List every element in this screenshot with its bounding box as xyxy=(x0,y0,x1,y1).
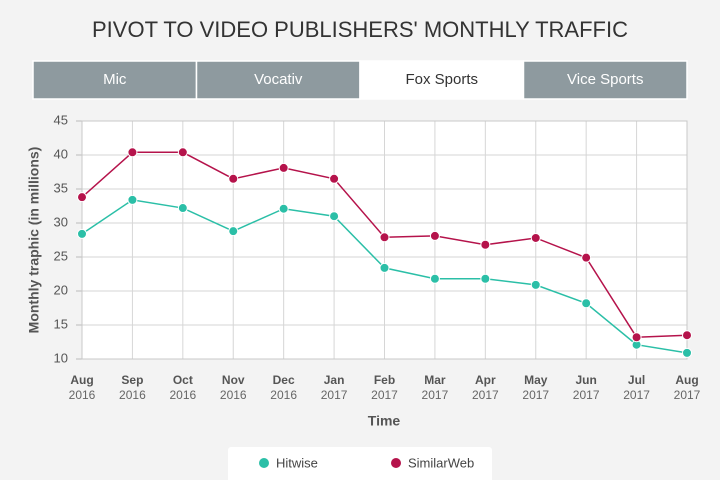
x-tick-label: Feb 2017 xyxy=(371,373,398,402)
data-point xyxy=(379,232,390,243)
data-point xyxy=(581,298,592,309)
data-point xyxy=(77,228,87,239)
tab-label[interactable]: Vice Sports xyxy=(567,71,643,88)
y-tick-label: 30 xyxy=(54,214,68,229)
data-point xyxy=(278,162,289,173)
data-point xyxy=(631,332,642,343)
x-tick-label: Jul 2017 xyxy=(623,373,650,402)
data-point xyxy=(682,347,692,358)
y-tick-label: 15 xyxy=(54,316,68,331)
y-tick-label: 20 xyxy=(54,282,68,297)
y-tick-label: 45 xyxy=(54,112,68,127)
legend-marker xyxy=(391,458,401,468)
x-tick-label: Jan 2017 xyxy=(320,373,348,402)
x-tick-label: Dec 2016 xyxy=(270,373,297,402)
data-point xyxy=(127,194,138,205)
data-point xyxy=(329,211,340,222)
tab[interactable] xyxy=(359,60,525,100)
data-point xyxy=(429,273,440,284)
x-tick-label: Apr 2017 xyxy=(471,373,499,402)
data-point xyxy=(379,262,390,273)
plot-border xyxy=(81,120,688,360)
y-tick-label: 25 xyxy=(54,248,68,263)
data-point xyxy=(77,192,87,203)
x-tick-label: Aug 2017 xyxy=(673,373,701,402)
legend-label: SimilarWeb xyxy=(408,455,474,470)
tab-label[interactable]: Fox Sports xyxy=(405,71,478,88)
tab-label[interactable]: Mic xyxy=(103,71,127,88)
y-axis-label: Monthly traphic (in millions) xyxy=(26,147,42,334)
legend-label: Hitwise xyxy=(276,455,318,470)
tab[interactable] xyxy=(32,60,198,100)
x-tick-label: Oct 2016 xyxy=(169,373,197,402)
data-point xyxy=(530,279,541,290)
x-tick-label: Mar 2017 xyxy=(421,373,449,402)
x-tick-label: May 2017 xyxy=(522,373,550,402)
data-point xyxy=(278,203,289,214)
x-tick-label: Sep 2016 xyxy=(119,373,146,402)
data-point xyxy=(429,230,440,241)
x-tick-label: Jun 2017 xyxy=(572,373,600,402)
x-axis-label: Time xyxy=(368,413,401,429)
data-point xyxy=(177,203,188,214)
data-point xyxy=(228,226,239,237)
chart-title: PIVOT TO VIDEO PUBLISHERS' MONTHLY TRAFF… xyxy=(92,17,628,42)
data-point xyxy=(228,173,239,184)
data-point xyxy=(480,239,491,250)
data-point xyxy=(682,330,692,341)
legend-marker xyxy=(259,458,269,468)
data-point xyxy=(530,232,541,243)
y-tick-label: 40 xyxy=(54,146,68,161)
y-tick-label: 35 xyxy=(54,180,68,195)
tab[interactable] xyxy=(522,60,688,100)
data-point xyxy=(127,147,138,158)
x-tick-label: Aug 2016 xyxy=(68,373,96,402)
x-tick-label: Nov 2016 xyxy=(219,373,247,402)
data-point xyxy=(177,147,188,158)
legend-box xyxy=(228,447,492,480)
data-point xyxy=(480,273,491,284)
y-tick-label: 10 xyxy=(54,350,68,365)
data-point xyxy=(581,252,592,263)
tab-label[interactable]: Vocativ xyxy=(254,71,303,88)
data-point xyxy=(329,173,340,184)
